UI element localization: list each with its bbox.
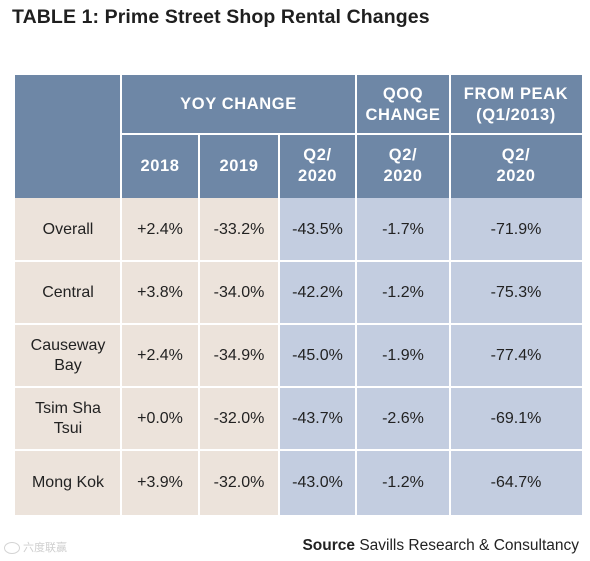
column-divider: [278, 198, 280, 515]
cell-from-peak: -64.7%: [450, 450, 582, 515]
cell-q2-2020-qoq: -1.2%: [356, 261, 450, 324]
header-sub-q2-2020-yoy: Q2/ 2020: [279, 134, 356, 198]
row-divider: [15, 449, 582, 451]
table-title: TABLE 1: Prime Street Shop Rental Change…: [12, 6, 430, 28]
header-sub-q2-2020-peak: Q2/ 2020: [450, 134, 582, 198]
column-divider: [449, 198, 451, 515]
header-divider: [278, 134, 280, 198]
row-label: Tsim Sha Tsui: [15, 387, 121, 450]
cell-2019: -33.2%: [199, 198, 279, 261]
cell-from-peak: -75.3%: [450, 261, 582, 324]
cell-2018: +2.4%: [121, 324, 199, 387]
cell-q2-2020-qoq: -1.7%: [356, 198, 450, 261]
column-divider: [355, 198, 357, 515]
column-divider: [120, 198, 122, 515]
row-divider: [15, 260, 582, 262]
row-label: Mong Kok: [15, 450, 121, 515]
header-qoq-change: QOQ CHANGE: [356, 75, 450, 134]
cell-2019: -34.9%: [199, 324, 279, 387]
cell-from-peak: -69.1%: [450, 387, 582, 450]
source-text: Savills Research & Consultancy: [359, 537, 579, 554]
row-label: Central: [15, 261, 121, 324]
column-divider: [198, 198, 200, 515]
row-divider: [15, 323, 582, 325]
header-divider: [120, 75, 122, 198]
watermark: 六度联赢: [4, 539, 67, 555]
cell-q2-2020-yoy: -45.0%: [279, 324, 356, 387]
cell-q2-2020-yoy: -43.5%: [279, 198, 356, 261]
source-label: Source: [302, 537, 355, 554]
header-divider: [355, 75, 357, 198]
header-yoy-change: YOY CHANGE: [121, 75, 356, 134]
cell-q2-2020-yoy: -43.0%: [279, 450, 356, 515]
cell-from-peak: -77.4%: [450, 324, 582, 387]
header-divider: [449, 75, 451, 198]
cell-2019: -34.0%: [199, 261, 279, 324]
header-corner: [15, 75, 121, 198]
cell-2018: +3.9%: [121, 450, 199, 515]
cell-2018: +0.0%: [121, 387, 199, 450]
cell-2018: +2.4%: [121, 198, 199, 261]
cell-q2-2020-yoy: -42.2%: [279, 261, 356, 324]
header-divider: [121, 133, 582, 135]
row-divider: [15, 386, 582, 388]
cell-q2-2020-yoy: -43.7%: [279, 387, 356, 450]
cell-from-peak: -71.9%: [450, 198, 582, 261]
watermark-logo-icon: [4, 542, 20, 555]
header-divider: [198, 134, 200, 198]
cell-q2-2020-qoq: -1.2%: [356, 450, 450, 515]
row-label: Causeway Bay: [15, 324, 121, 387]
source-note: Source Savills Research & Consultancy: [302, 537, 579, 555]
header-from-peak: FROM PEAK (Q1/2013): [450, 75, 582, 134]
cell-2018: +3.8%: [121, 261, 199, 324]
rental-changes-table: YOY CHANGE QOQ CHANGE FROM PEAK (Q1/2013…: [15, 75, 582, 515]
header-sub-2018: 2018: [121, 134, 199, 198]
cell-q2-2020-qoq: -1.9%: [356, 324, 450, 387]
cell-2019: -32.0%: [199, 450, 279, 515]
watermark-text: 六度联赢: [23, 542, 67, 554]
row-label: Overall: [15, 198, 121, 261]
cell-2019: -32.0%: [199, 387, 279, 450]
cell-q2-2020-qoq: -2.6%: [356, 387, 450, 450]
header-sub-2019: 2019: [199, 134, 279, 198]
header-sub-q2-2020-qoq: Q2/ 2020: [356, 134, 450, 198]
